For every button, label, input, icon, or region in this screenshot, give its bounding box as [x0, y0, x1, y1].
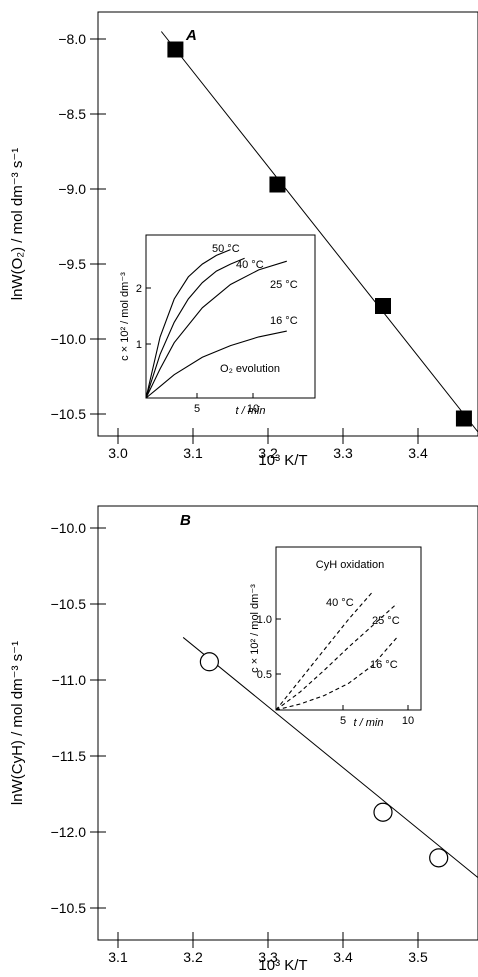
- y-tick-label: −10.5: [51, 406, 87, 422]
- x-axis-title: 10³ K/T: [258, 957, 307, 974]
- inset-curve-label: 25 °C: [372, 615, 400, 627]
- inset-curve-label: 25 °C: [270, 279, 298, 291]
- inset-y-tick-label: 2: [136, 283, 142, 295]
- fit-line: [182, 637, 478, 878]
- inset-x-tick-label: 10: [247, 403, 259, 415]
- x-tick-label: 3.5: [408, 949, 428, 965]
- inset-x-tick-label: 5: [340, 715, 346, 727]
- inset-x-title: t / min: [354, 717, 384, 729]
- inset-curve-label: 50 °C: [212, 243, 240, 255]
- plot-frame: [97, 11, 478, 437]
- y-tick-label: −12.0: [51, 824, 87, 840]
- y-tick-label: −8.5: [58, 106, 86, 122]
- inset-y-tick-label: 1.0: [257, 614, 272, 626]
- y-axis-title: lnW(CyH) / mol dm⁻³ s⁻¹: [9, 641, 26, 805]
- panel-A: 3.0 3.1 3.2 3.3 3.4 −8.0 −8.5 −9.0 −9.5 −10.0 −10.…: [9, 11, 478, 469]
- data-point: [455, 410, 472, 427]
- data-point: [429, 848, 449, 868]
- y-tick-label: −11.0: [52, 672, 87, 688]
- y-tick-label: −10.0: [51, 331, 87, 347]
- inset-curve: [145, 257, 245, 399]
- y-tick-label: −10.5: [51, 900, 87, 916]
- x-tick-label: 3.3: [333, 445, 353, 461]
- x-tick-label: 3.0: [108, 445, 128, 461]
- inset-curve: [145, 330, 287, 399]
- y-tick-label: −9.0: [58, 181, 86, 197]
- data-point: [269, 176, 286, 193]
- y-tick-label: −9.5: [58, 256, 86, 272]
- plot-frame: [97, 505, 478, 941]
- y-tick-label: −8.0: [58, 31, 86, 47]
- x-tick-label: 3.2: [258, 445, 278, 461]
- x-tick-label: 3.3: [258, 949, 278, 965]
- y-tick-label: −10.5: [51, 596, 87, 612]
- y-axis-title: lnW(O₂) / mol dm⁻³ s⁻¹: [9, 148, 26, 300]
- inset-x-tick-label: 10: [402, 715, 414, 727]
- inset-curve: [145, 260, 287, 399]
- x-tick-label: 3.2: [183, 949, 203, 965]
- inset-y-title: c × 10² / mol dm⁻³: [249, 584, 261, 673]
- inset-y-title: c × 10² / mol dm⁻³: [119, 272, 131, 361]
- data-point: [375, 298, 391, 314]
- inset-annotation: O₂ evolution: [220, 363, 280, 375]
- inset-curve-label: 16 °C: [370, 659, 398, 671]
- x-tick-label: 3.1: [108, 949, 128, 965]
- x-tick-label: 3.4: [408, 445, 428, 461]
- inset-curve: [275, 603, 398, 711]
- data-point: [199, 652, 219, 672]
- panel-letter: A: [185, 27, 197, 44]
- inset-curve-label: 40 °C: [236, 259, 264, 271]
- panel-letter: B: [180, 512, 191, 529]
- inset-y-tick-label: 0.5: [257, 669, 272, 681]
- inset-frame: [275, 546, 422, 711]
- data-point: [373, 802, 393, 822]
- x-tick-label: 3.1: [183, 445, 203, 461]
- inset-curve: [275, 637, 398, 711]
- inset-x-title: t / min: [236, 405, 266, 417]
- x-axis-title: 10³ K/T: [258, 452, 307, 469]
- inset-curve: [275, 591, 374, 711]
- inset-annotation: CyH oxidation: [316, 559, 384, 571]
- inset-x-tick-label: 5: [194, 403, 200, 415]
- panel-B: 3.1 3.2 3.3 3.4 3.5 −10.0 −10.5 −11.0 −11.5 −12.0…: [9, 505, 478, 974]
- y-tick-label: −10.0: [51, 520, 87, 536]
- inset-curve: [145, 249, 231, 399]
- inset-frame: [145, 234, 316, 399]
- data-point: [167, 41, 184, 58]
- fit-line: [160, 31, 478, 433]
- y-tick-label: −11.5: [52, 748, 87, 764]
- x-tick-label: 3.4: [333, 949, 353, 965]
- inset-curve-label: 16 °C: [270, 315, 298, 327]
- inset-y-tick-label: 1: [136, 339, 142, 351]
- inset-curve-label: 40 °C: [326, 597, 354, 609]
